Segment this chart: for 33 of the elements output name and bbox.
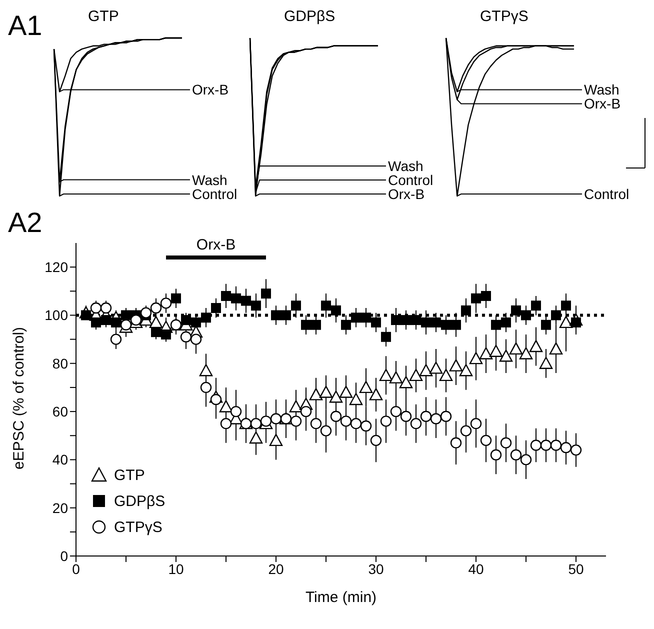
y-axis-title: eEPSC (% of control) — [10, 326, 28, 470]
text: Orx-B — [388, 186, 425, 202]
y-tick-label: 20 — [52, 500, 68, 516]
chart-title: GDPβS — [283, 8, 336, 27]
y-tick-label: 100 — [44, 307, 68, 324]
text: Control — [192, 186, 238, 202]
text: Orx-B — [192, 82, 229, 98]
x-axis-title: Time (min) — [305, 589, 377, 606]
x-tick-label: 20 — [268, 560, 284, 577]
legend-label: GDPβS — [114, 492, 166, 510]
x-tick-label: 50 — [568, 560, 584, 577]
text: Orx-B — [584, 96, 621, 112]
y-tick-label: 40 — [52, 452, 68, 468]
text: Control — [388, 172, 434, 188]
x-tick-label: 10 — [168, 560, 184, 577]
y-tick-label: 120 — [44, 259, 68, 276]
y-tick-label: 80 — [52, 355, 68, 372]
legend-label: GTPγS — [114, 518, 162, 536]
legend-label: GTP — [114, 466, 145, 484]
x-tick-label: 30 — [368, 560, 384, 577]
chart-title: GTPγS — [479, 8, 530, 27]
y-tick-label: 60 — [52, 404, 68, 420]
text: A2 — [8, 207, 42, 239]
y-tick-label: 0 — [60, 548, 68, 564]
text: Wash — [388, 158, 424, 174]
text: Control — [584, 186, 630, 202]
text: A1 — [8, 10, 42, 41]
annotation: Orx-B — [196, 236, 236, 254]
chart-title: GTP — [87, 8, 120, 27]
x-tick-label: 0 — [72, 560, 80, 577]
text: Wash — [584, 82, 620, 98]
text: Wash — [192, 172, 228, 188]
x-tick-label: 40 — [468, 560, 484, 577]
